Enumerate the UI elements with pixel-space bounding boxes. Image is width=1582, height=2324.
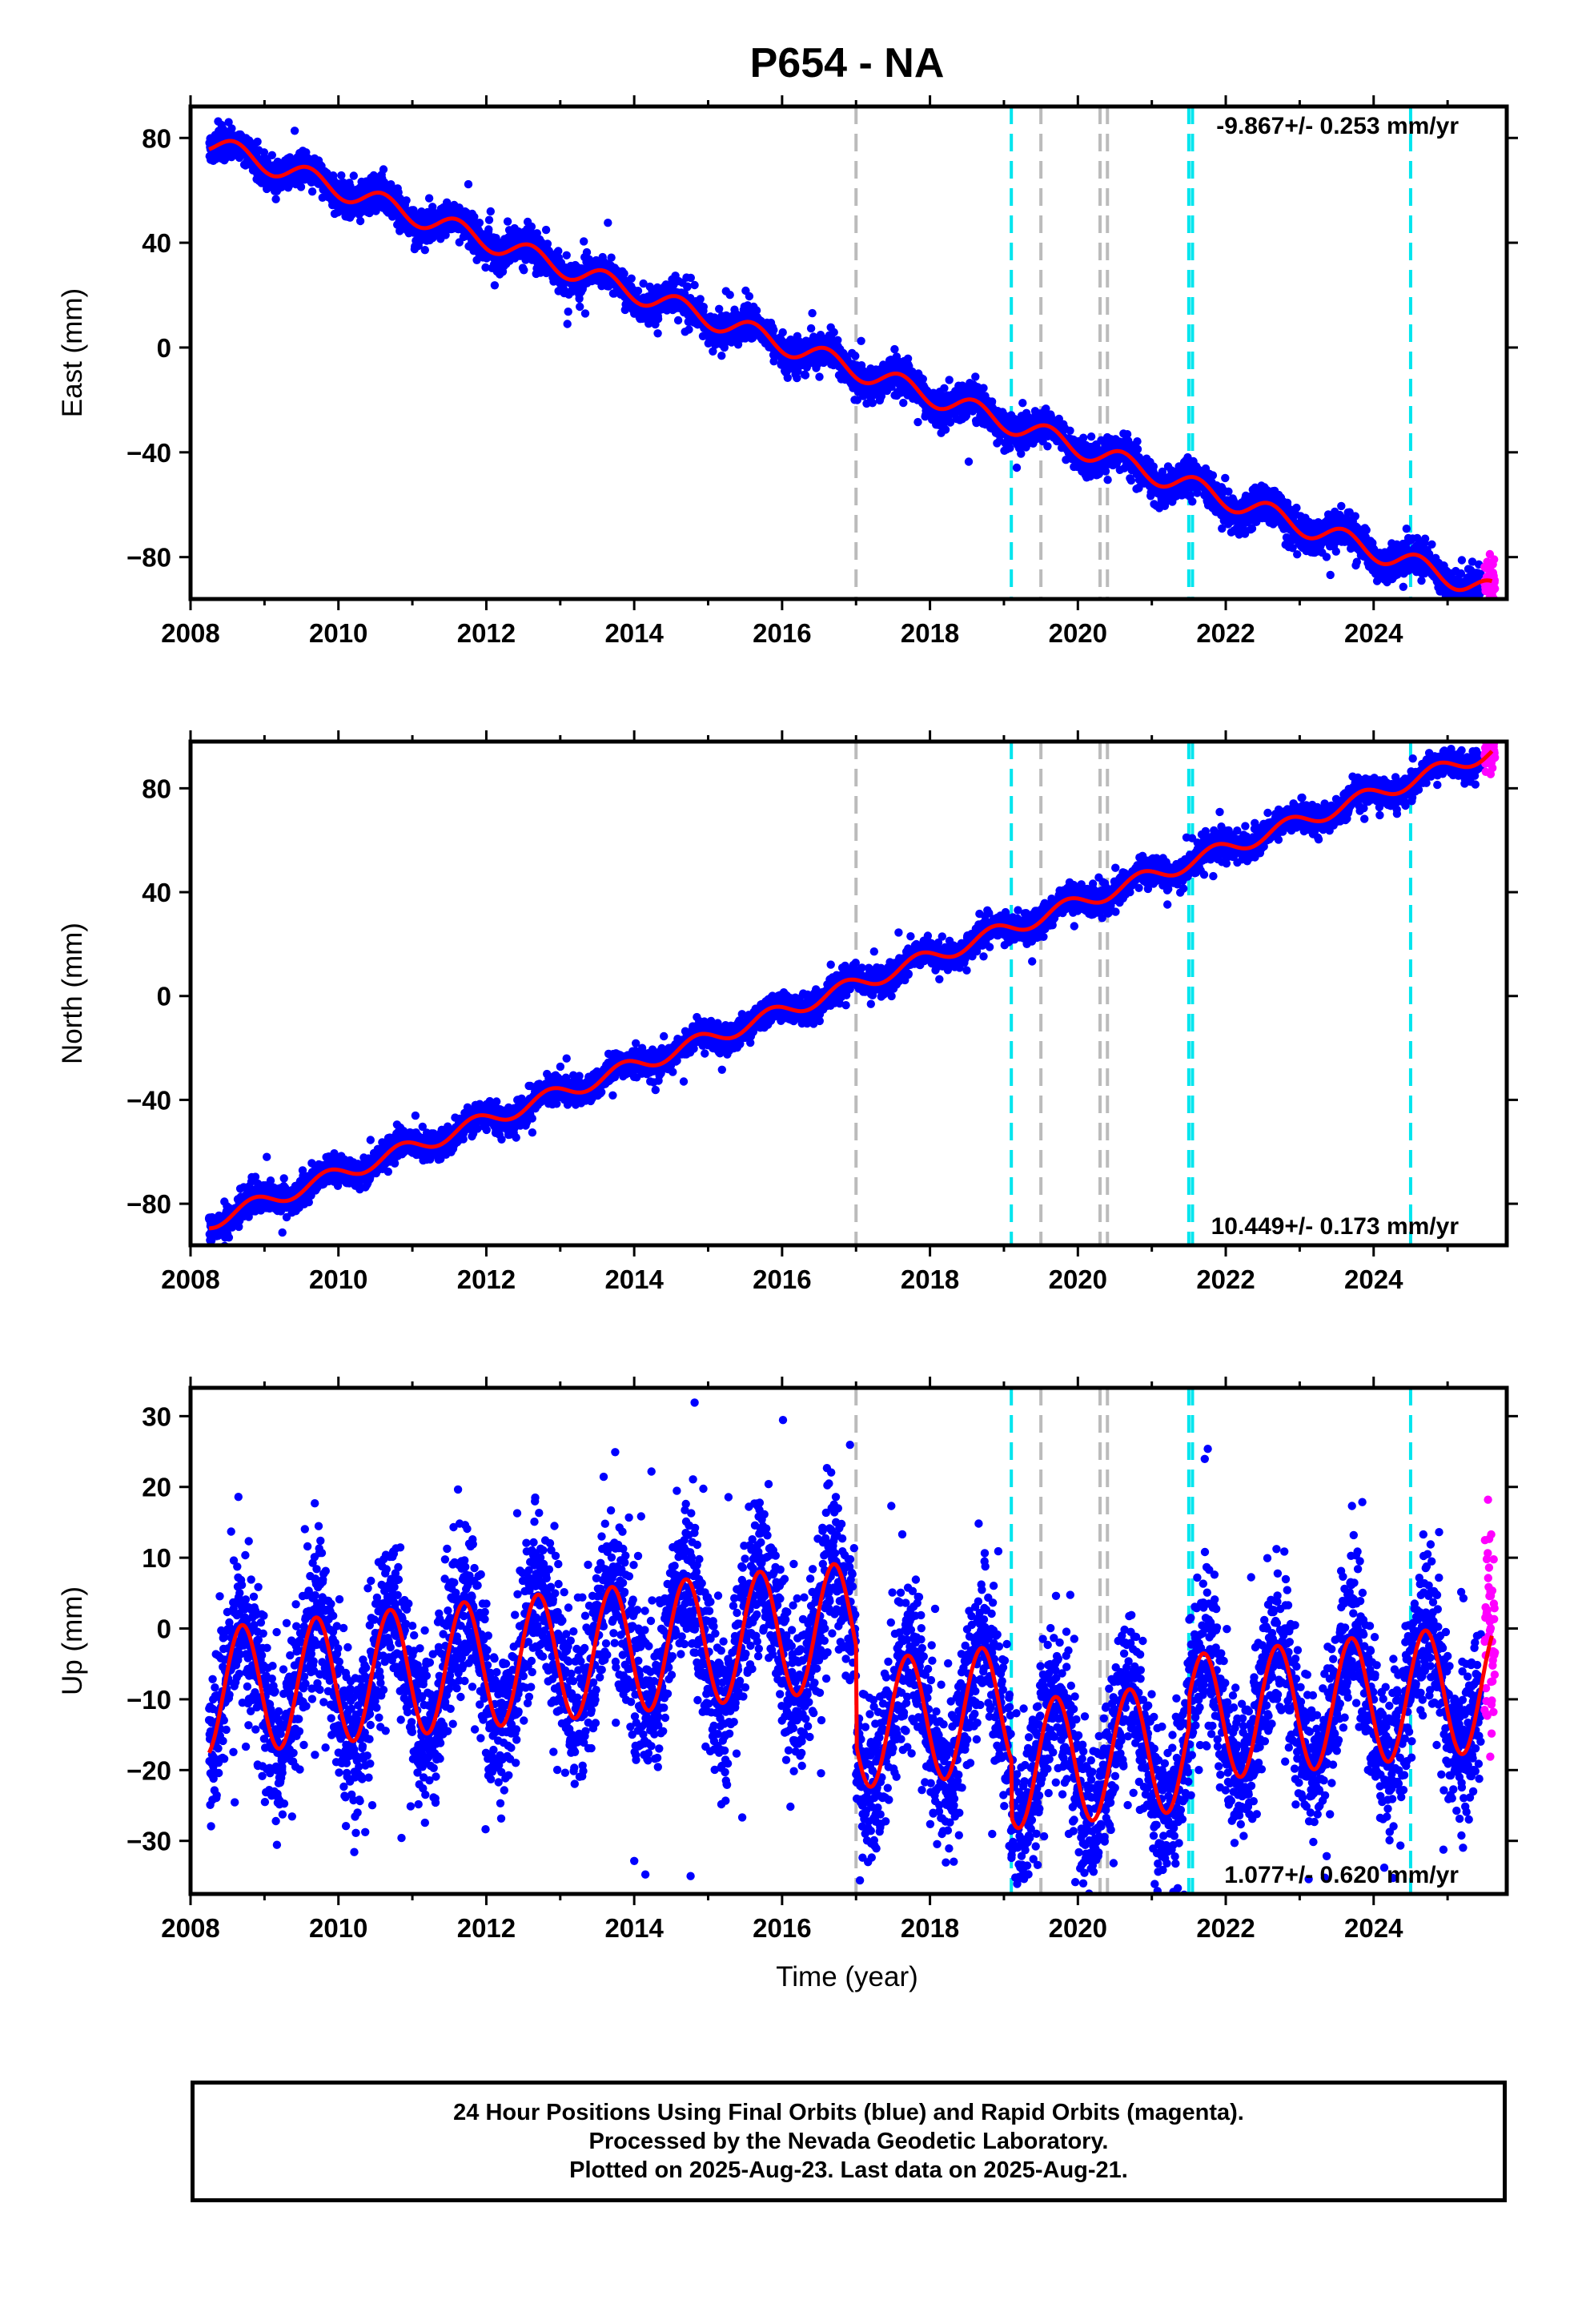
data-point bbox=[290, 127, 299, 135]
data-point bbox=[964, 457, 974, 466]
data-point bbox=[653, 315, 663, 324]
data-point bbox=[940, 384, 949, 392]
data-point bbox=[543, 239, 552, 248]
data-point bbox=[1043, 442, 1052, 451]
data-point bbox=[683, 282, 692, 291]
data-point bbox=[857, 336, 865, 345]
data-point bbox=[296, 183, 306, 191]
data-point bbox=[484, 215, 494, 224]
data-point bbox=[778, 328, 787, 337]
data-point bbox=[379, 165, 388, 174]
data-point bbox=[346, 182, 355, 191]
data-point bbox=[227, 124, 236, 133]
data-point bbox=[604, 219, 612, 227]
data-point bbox=[536, 268, 545, 277]
data-point bbox=[464, 179, 473, 189]
data-point bbox=[369, 171, 378, 180]
data-point bbox=[371, 207, 380, 215]
data-point bbox=[685, 325, 693, 334]
east-panel: 2008 2010 2012 2014 2016 2018 2020 2022 20248040… bbox=[57, 95, 1518, 648]
data-point bbox=[271, 195, 280, 203]
data-point bbox=[402, 196, 411, 205]
data-point bbox=[633, 287, 643, 296]
data-point bbox=[971, 372, 980, 381]
data-point bbox=[1188, 497, 1197, 506]
data-point bbox=[1006, 444, 1014, 452]
data-point bbox=[307, 187, 317, 196]
final-orbits-points bbox=[205, 117, 1485, 599]
data-point bbox=[801, 371, 810, 380]
data-point bbox=[424, 194, 434, 203]
data-point bbox=[224, 118, 233, 127]
data-point bbox=[355, 216, 365, 226]
data-point bbox=[829, 328, 838, 337]
data-point bbox=[563, 320, 572, 328]
data-point bbox=[349, 171, 358, 180]
data-point bbox=[580, 309, 590, 318]
data-point bbox=[690, 280, 699, 290]
data-point bbox=[1126, 476, 1136, 485]
data-point bbox=[554, 247, 563, 255]
data-point bbox=[481, 263, 490, 272]
data-point bbox=[337, 171, 346, 180]
plot-area bbox=[205, 107, 1500, 599]
data-point bbox=[653, 329, 662, 338]
data-point bbox=[686, 273, 695, 283]
data-point bbox=[696, 295, 705, 304]
data-point bbox=[1208, 471, 1218, 480]
data-point bbox=[1012, 463, 1022, 472]
data-point bbox=[527, 222, 536, 231]
data-point bbox=[745, 292, 754, 301]
data-point bbox=[717, 352, 726, 360]
data-point bbox=[532, 229, 541, 238]
data-point bbox=[484, 225, 493, 234]
data-point bbox=[945, 376, 954, 384]
data-point bbox=[520, 266, 528, 275]
data-point bbox=[1149, 462, 1158, 471]
data-point bbox=[420, 246, 429, 255]
data-point bbox=[562, 251, 571, 259]
data-point bbox=[890, 344, 899, 354]
data-point bbox=[259, 148, 269, 157]
data-point bbox=[899, 398, 908, 408]
data-point bbox=[627, 274, 636, 283]
data-point bbox=[470, 212, 479, 221]
data-point bbox=[267, 151, 276, 159]
data-point bbox=[486, 207, 495, 216]
data-point bbox=[1066, 426, 1074, 435]
data-point bbox=[783, 373, 792, 382]
data-point bbox=[913, 417, 922, 427]
data-point bbox=[1224, 487, 1233, 496]
data-point bbox=[576, 302, 584, 312]
data-point bbox=[769, 325, 778, 335]
data-point bbox=[725, 291, 734, 300]
data-point bbox=[673, 316, 683, 325]
data-point bbox=[253, 137, 262, 147]
data-point bbox=[1221, 473, 1230, 483]
data-point bbox=[475, 219, 484, 227]
data-point bbox=[979, 384, 988, 392]
chart-title: P654 - NA bbox=[750, 40, 945, 86]
data-point bbox=[806, 324, 816, 333]
data-point bbox=[808, 308, 817, 318]
data-point bbox=[541, 225, 551, 235]
data-point bbox=[1133, 437, 1142, 446]
data-point bbox=[607, 253, 616, 262]
data-point bbox=[1086, 432, 1096, 441]
data-point bbox=[699, 303, 708, 312]
data-point bbox=[580, 237, 588, 246]
data-point bbox=[815, 372, 824, 381]
data-point bbox=[490, 281, 500, 290]
data-point bbox=[941, 425, 950, 434]
data-point bbox=[868, 399, 877, 408]
data-point bbox=[1133, 444, 1142, 454]
data-point bbox=[1018, 399, 1027, 408]
data-point bbox=[1103, 476, 1112, 485]
data-point bbox=[564, 308, 572, 316]
data-point bbox=[851, 352, 860, 360]
data-point bbox=[503, 217, 512, 226]
